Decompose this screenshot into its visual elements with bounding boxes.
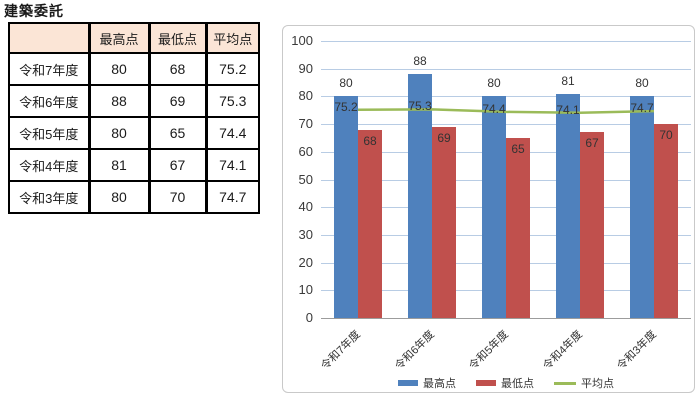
bar-high[interactable] bbox=[482, 96, 506, 318]
cell-high-2[interactable]: 80 bbox=[87, 116, 150, 150]
avg-line-label: 75.2 bbox=[334, 99, 358, 114]
legend-item-high[interactable]: 最高点 bbox=[398, 375, 456, 391]
score-table: 最高点 最低点 平均点 令和7年度 80 68 75.2 令和6年度 88 69… bbox=[8, 22, 260, 214]
avg-line-label: 74.1 bbox=[556, 102, 580, 117]
avg-line-label: 74.7 bbox=[630, 101, 654, 116]
gridline bbox=[321, 96, 691, 98]
table-header-row: 最高点 最低点 平均点 bbox=[8, 22, 260, 54]
avg-line-label: 74.4 bbox=[482, 101, 506, 116]
legend-label: 最低点 bbox=[501, 378, 534, 390]
high-bar-label: 80 bbox=[487, 76, 501, 91]
gridline bbox=[321, 124, 691, 126]
table-row: 令和6年度 88 69 75.3 bbox=[8, 84, 260, 118]
cell-avg-0[interactable]: 75.2 bbox=[204, 52, 260, 86]
bar-low[interactable] bbox=[580, 132, 604, 318]
bar-high[interactable] bbox=[408, 74, 432, 318]
cell-year-0[interactable]: 令和7年度 bbox=[8, 52, 90, 86]
y-axis-label: 90 bbox=[298, 60, 313, 76]
cell-avg-4[interactable]: 74.7 bbox=[204, 180, 260, 214]
cell-avg-2[interactable]: 74.4 bbox=[204, 116, 260, 150]
cell-low-1[interactable]: 69 bbox=[147, 84, 207, 118]
cell-high-3[interactable]: 81 bbox=[87, 148, 150, 182]
high-bar-label: 88 bbox=[413, 54, 427, 69]
chart[interactable]: 最高点 最低点 平均点 0 10 20 30 40 50 60 70 80 90 100 80 88 80 81… bbox=[282, 25, 695, 393]
gridline bbox=[321, 41, 691, 42]
legend-swatch-high bbox=[398, 380, 418, 386]
y-axis-label: 40 bbox=[298, 199, 313, 215]
cell-low-2[interactable]: 65 bbox=[147, 116, 207, 150]
y-axis-label: 80 bbox=[298, 88, 313, 104]
y-axis-label: 30 bbox=[298, 226, 313, 242]
high-bar-label: 80 bbox=[635, 76, 649, 91]
cell-avg-3[interactable]: 74.1 bbox=[204, 148, 260, 182]
cell-year-4[interactable]: 令和3年度 bbox=[8, 180, 90, 214]
y-axis-label: 70 bbox=[298, 116, 313, 132]
bar-high[interactable] bbox=[334, 96, 358, 318]
x-axis-line bbox=[321, 318, 691, 319]
cell-avg-1[interactable]: 75.3 bbox=[204, 84, 260, 118]
header-cell-high[interactable]: 最高点 bbox=[87, 22, 150, 54]
chart-legend: 最高点 最低点 平均点 bbox=[321, 375, 691, 391]
y-axis-label: 10 bbox=[298, 282, 313, 298]
bar-high[interactable] bbox=[556, 93, 580, 318]
high-bar-label: 80 bbox=[339, 76, 353, 91]
cell-high-4[interactable]: 80 bbox=[87, 180, 150, 214]
cell-year-3[interactable]: 令和4年度 bbox=[8, 148, 90, 182]
bar-low[interactable] bbox=[432, 126, 456, 318]
bar-low[interactable] bbox=[358, 129, 382, 318]
bar-low[interactable] bbox=[506, 137, 530, 318]
bar-high[interactable] bbox=[630, 96, 654, 318]
y-axis-label: 60 bbox=[298, 143, 313, 159]
cell-low-4[interactable]: 70 bbox=[147, 180, 207, 214]
table-row: 令和3年度 80 70 74.7 bbox=[8, 180, 260, 214]
legend-label: 最高点 bbox=[423, 378, 456, 390]
low-bar-label: 65 bbox=[511, 141, 525, 156]
table-row: 令和7年度 80 68 75.2 bbox=[8, 52, 260, 86]
legend-item-low[interactable]: 最低点 bbox=[476, 375, 534, 391]
header-cell-corner[interactable] bbox=[8, 22, 90, 54]
table-row: 令和4年度 81 67 74.1 bbox=[8, 148, 260, 182]
high-bar-label: 81 bbox=[561, 73, 575, 88]
cell-year-1[interactable]: 令和6年度 bbox=[8, 84, 90, 118]
y-axis-label: 50 bbox=[298, 171, 313, 187]
avg-line-label: 75.3 bbox=[408, 99, 432, 114]
low-bar-label: 70 bbox=[659, 128, 673, 143]
cell-high-1[interactable]: 88 bbox=[87, 84, 150, 118]
legend-label: 平均点 bbox=[581, 378, 614, 390]
y-axis-label: 0 bbox=[305, 310, 313, 325]
bar-low[interactable] bbox=[654, 124, 678, 318]
y-axis-label: 100 bbox=[291, 33, 313, 48]
cell-low-0[interactable]: 68 bbox=[147, 52, 207, 86]
low-bar-label: 67 bbox=[585, 136, 599, 151]
legend-item-avg[interactable]: 平均点 bbox=[554, 375, 614, 391]
page-title: 建築委託 bbox=[4, 3, 64, 19]
cell-year-2[interactable]: 令和5年度 bbox=[8, 116, 90, 150]
header-cell-low[interactable]: 最低点 bbox=[147, 22, 207, 54]
gridline bbox=[321, 68, 691, 70]
low-bar-label: 68 bbox=[363, 133, 377, 148]
header-cell-avg[interactable]: 平均点 bbox=[204, 22, 260, 54]
cell-high-0[interactable]: 80 bbox=[87, 52, 150, 86]
legend-swatch-low bbox=[476, 380, 496, 386]
x-axis-label: 令和3年度 bbox=[615, 328, 659, 373]
cell-low-3[interactable]: 67 bbox=[147, 148, 207, 182]
y-axis-label: 20 bbox=[298, 254, 313, 270]
low-bar-label: 69 bbox=[437, 130, 451, 145]
table-row: 令和5年度 80 65 74.4 bbox=[8, 116, 260, 150]
legend-swatch-avg bbox=[554, 381, 576, 385]
